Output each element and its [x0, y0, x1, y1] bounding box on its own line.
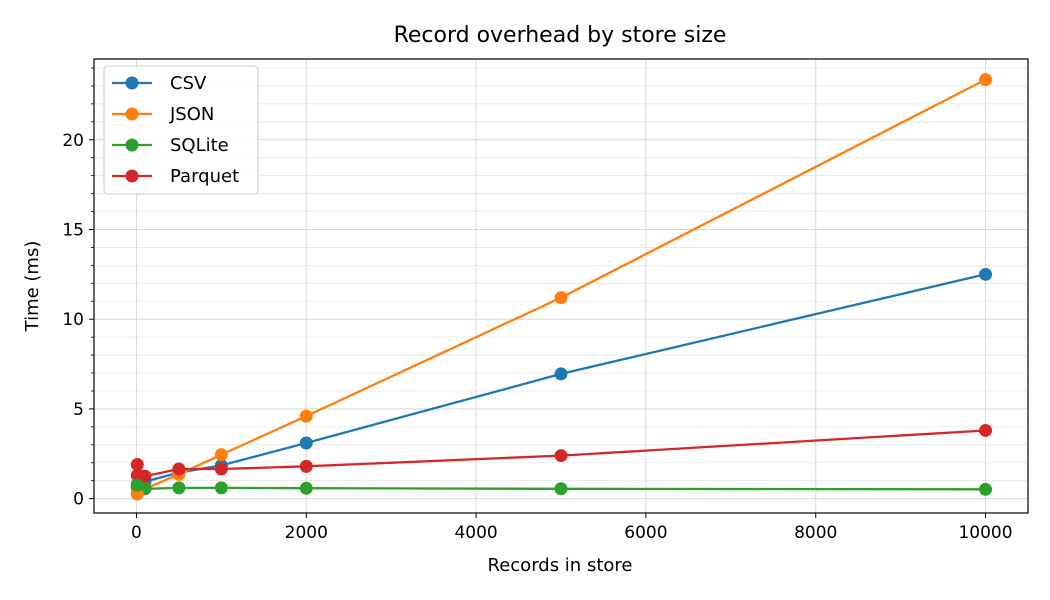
legend-label-parquet: Parquet: [170, 166, 239, 187]
data-point-parquet: [299, 459, 313, 473]
data-point-sqlite: [299, 481, 313, 495]
legend-marker-sqlite: [125, 138, 139, 152]
x-tick-label: 2000: [285, 523, 328, 543]
series-line-json: [136, 78, 987, 495]
legend: CSV JSON SQLite Parquet: [103, 65, 259, 195]
legend-marker-json: [125, 107, 139, 121]
plot-frame: [93, 58, 1029, 514]
x-tick-label: 10000: [958, 523, 1012, 543]
data-point-json: [554, 291, 568, 305]
data-point-csv: [554, 367, 568, 381]
grid: [94, 59, 1028, 513]
x-tick-label: 0: [131, 523, 142, 543]
data-point-json: [979, 73, 993, 87]
legend-label-sqlite: SQLite: [170, 135, 229, 156]
data-point-parquet: [172, 462, 186, 476]
legend-label-csv: CSV: [170, 73, 207, 94]
data-point-json: [214, 448, 228, 462]
legend-marker-csv: [125, 76, 139, 90]
data-point-csv: [299, 436, 313, 450]
x-axis-label: Records in store: [488, 555, 633, 576]
legend-box: [103, 65, 259, 195]
data-point-parquet: [214, 462, 228, 476]
data-point-parquet: [130, 458, 144, 472]
y-tick-label: 0: [73, 490, 84, 510]
data-point-sqlite: [172, 481, 186, 495]
y-tick-label: 20: [62, 131, 84, 151]
data-point-sqlite: [130, 478, 144, 492]
data-point-sqlite: [554, 482, 568, 496]
data-point-sqlite: [214, 481, 228, 495]
y-tick-label: 15: [62, 220, 84, 240]
data-point-json: [130, 487, 144, 501]
legend-label-json: JSON: [169, 104, 214, 125]
x-tick-label: 4000: [454, 523, 497, 543]
x-tick-label: 8000: [794, 523, 837, 543]
y-tick-label: 5: [73, 400, 84, 420]
y-axis-label: Time (ms): [22, 241, 43, 333]
plot-series: [130, 73, 993, 501]
data-point-parquet: [979, 423, 993, 437]
y-tick-label: 10: [62, 310, 84, 330]
axis-ticks: 0 2000 4000 6000 8000 10000 0 5 10 15 20: [62, 67, 1013, 543]
chart-title: Record overhead by store size: [394, 23, 727, 48]
data-point-parquet: [130, 468, 144, 482]
x-tick-label: 6000: [624, 523, 667, 543]
data-point-parquet: [554, 449, 568, 463]
data-point-sqlite: [979, 482, 993, 496]
legend-marker-parquet: [125, 169, 139, 183]
data-point-csv: [979, 267, 993, 281]
data-point-json: [299, 409, 313, 423]
